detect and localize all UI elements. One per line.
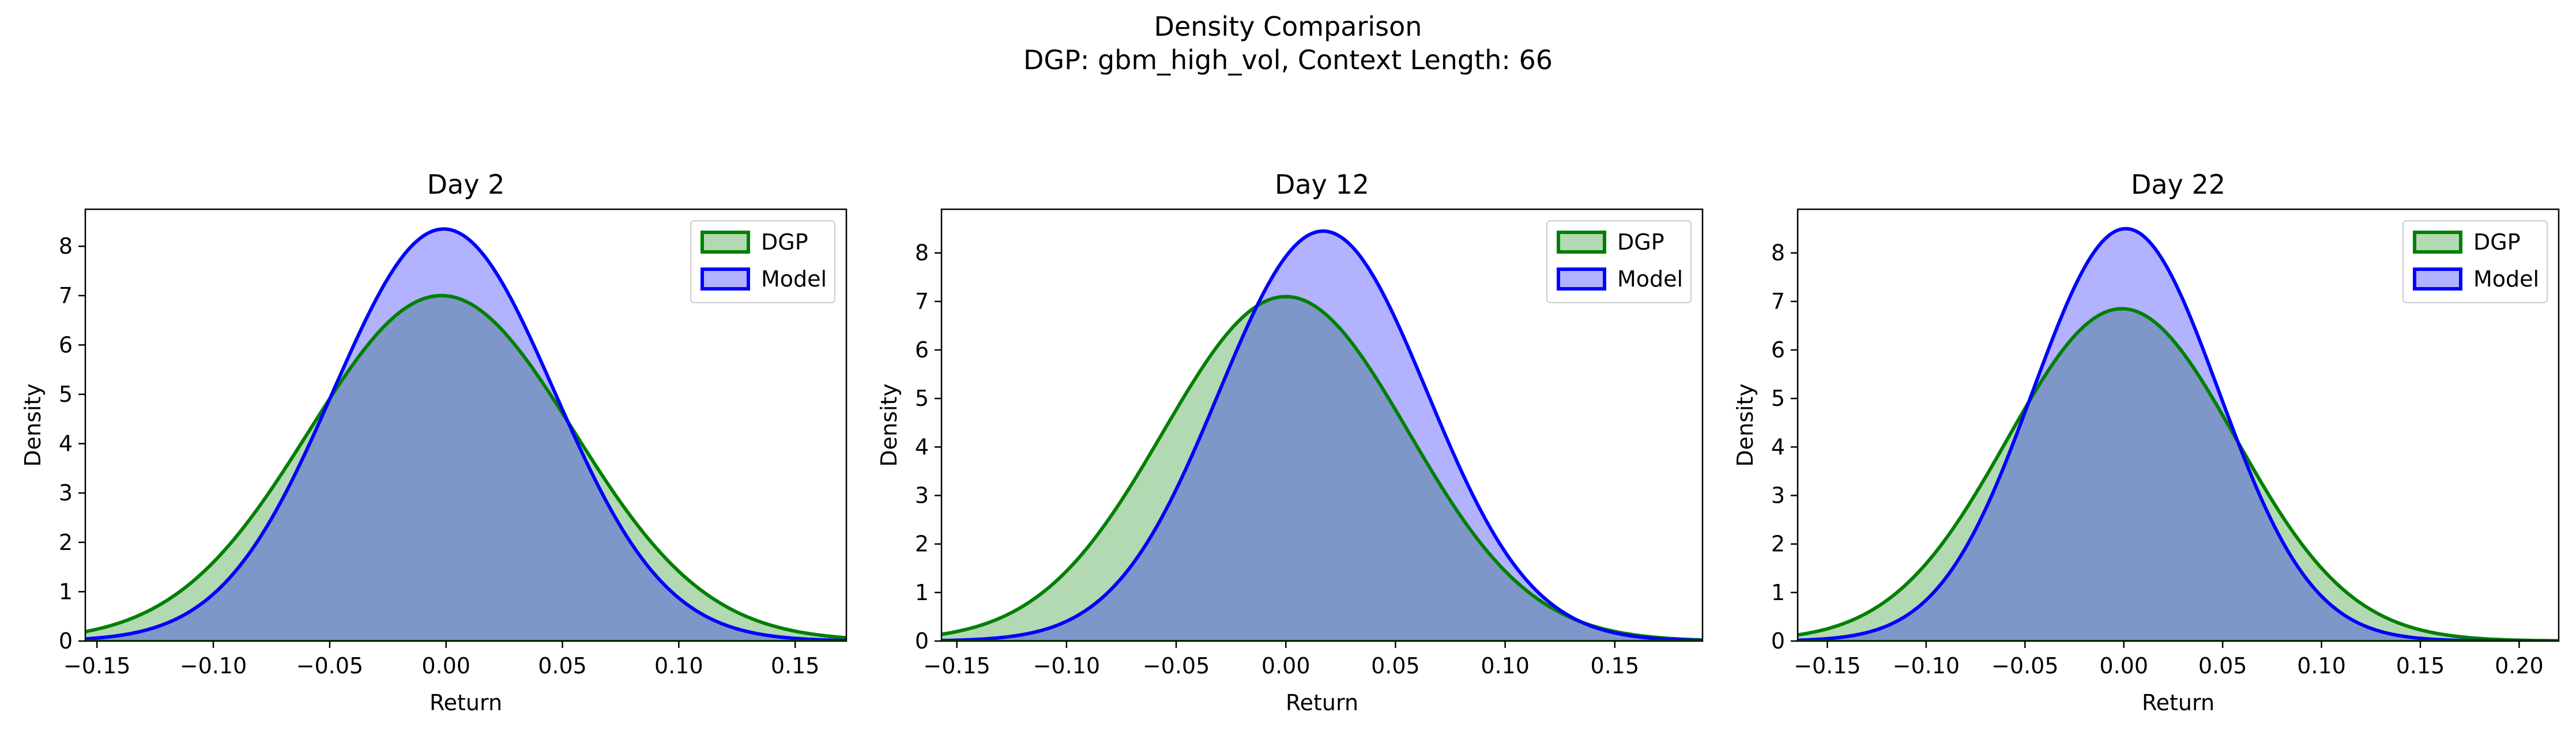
- panels: −0.15 −0.10 −0.05 0.00 0.05 0.10 0.15 0 1 2 3 4 5 6 7 8…: [20, 169, 2560, 715]
- y-tick-label: 2: [915, 532, 929, 557]
- y-tick-label: 6: [59, 332, 73, 357]
- x-tick-label: −0.05: [1143, 653, 1210, 679]
- x-tick-label: 0.15: [2396, 653, 2445, 679]
- legend: DGP Model: [1546, 220, 1692, 303]
- y-tick-label: 3: [59, 480, 73, 506]
- legend-swatch-model: [2413, 267, 2462, 291]
- dgp-line: [1798, 307, 2559, 641]
- y-tick-label: 1: [1771, 580, 1785, 605]
- y-tick-label: 4: [1771, 434, 1785, 459]
- figure-subtitle: DGP: gbm_high_vol, Context Length: 66: [1023, 44, 1553, 76]
- legend-label-dgp: DGP: [761, 229, 808, 255]
- x-tick-label: −0.05: [296, 653, 363, 679]
- x-tick-label: 0.05: [2198, 653, 2247, 679]
- overlap-area: [1798, 308, 2559, 641]
- x-tick-label: 0.10: [1481, 653, 1530, 679]
- y-tick-label: 3: [1771, 483, 1785, 508]
- y-tick-label: 7: [59, 283, 73, 308]
- x-tick-label: −0.10: [1893, 653, 1960, 679]
- overlap-area: [941, 296, 1703, 641]
- y-tick-label: 4: [59, 431, 73, 457]
- panel-title: Day 22: [2131, 169, 2225, 200]
- legend-label-model: Model: [761, 266, 827, 292]
- legend-label-model: Model: [1617, 266, 1683, 292]
- y-tick-label: 0: [1771, 628, 1785, 654]
- x-tick-label: −0.15: [1794, 653, 1861, 679]
- overlap-area: [85, 295, 846, 641]
- y-axis-label: Density: [876, 383, 902, 466]
- legend-swatch-dgp: [1557, 231, 1606, 254]
- y-tick-label: 8: [915, 240, 929, 266]
- y-tick-label: 5: [1771, 386, 1785, 411]
- model-line: [85, 227, 846, 641]
- y-tick-label: 1: [915, 580, 929, 605]
- x-axis-label: Return: [430, 690, 502, 715]
- legend: DGP Model: [690, 220, 835, 303]
- y-tick-label: 5: [59, 382, 73, 407]
- x-tick-label: 0.00: [2099, 653, 2148, 679]
- chart-panel-1: −0.15 −0.10 −0.05 0.00 0.05 0.10 0.15 0 1 2 3 4 5 6 7 8…: [20, 169, 848, 715]
- y-tick-label: 4: [915, 434, 929, 459]
- legend-swatch-model: [701, 267, 750, 291]
- legend-swatch-dgp: [701, 231, 750, 254]
- y-tick-label: 7: [1771, 289, 1785, 314]
- x-tick-label: −0.10: [180, 653, 247, 679]
- panel-title: Day 12: [1275, 169, 1369, 200]
- x-tick-label: 0.20: [2495, 653, 2544, 679]
- y-tick-label: 8: [59, 233, 73, 259]
- x-tick-label: −0.05: [1991, 653, 2058, 679]
- x-tick-label: 0.15: [771, 653, 820, 679]
- model-line: [1798, 227, 2559, 641]
- x-axis-label: Return: [2142, 690, 2215, 715]
- chart-panel-3: −0.15 −0.10 −0.05 0.00 0.05 0.10 0.15 0.20 0 1 2 3 4…: [1733, 169, 2560, 715]
- legend: DGP Model: [2402, 220, 2548, 303]
- y-tick-label: 3: [915, 483, 929, 508]
- x-axis-label: Return: [1286, 690, 1358, 715]
- y-axis-label: Density: [20, 383, 46, 466]
- figure-title: Density Comparison: [1154, 11, 1422, 42]
- plot-area: [1798, 227, 2559, 641]
- legend-label-model: Model: [2473, 266, 2539, 292]
- y-tick-label: 7: [915, 289, 929, 314]
- y-tick-label: 5: [915, 386, 929, 411]
- x-tick-label: 0.10: [2297, 653, 2346, 679]
- x-tick-label: 0.05: [1371, 653, 1420, 679]
- panel-title: Day 2: [427, 169, 505, 200]
- axes-frame: [84, 208, 848, 642]
- x-tick-label: −0.15: [923, 653, 990, 679]
- y-tick-label: 6: [915, 337, 929, 363]
- y-tick-label: 8: [1771, 240, 1785, 266]
- y-tick-label: 2: [1771, 532, 1785, 557]
- model-line: [941, 229, 1703, 641]
- legend-swatch-model: [1557, 267, 1606, 291]
- y-tick-label: 2: [59, 530, 73, 555]
- y-axis-label: Density: [1733, 383, 1758, 466]
- x-tick-label: 0.15: [1591, 653, 1640, 679]
- dgp-line: [85, 293, 846, 640]
- y-tick-label: 1: [59, 579, 73, 604]
- x-tick-label: −0.10: [1033, 653, 1100, 679]
- legend-swatch-dgp: [2413, 231, 2462, 254]
- y-tick-label: 6: [1771, 337, 1785, 363]
- plot-area: [85, 227, 846, 641]
- plot-area: [941, 229, 1703, 641]
- legend-label-dgp: DGP: [2473, 229, 2521, 255]
- x-tick-label: 0.00: [421, 653, 470, 679]
- x-tick-label: −0.15: [63, 653, 130, 679]
- axes-frame: [940, 208, 1704, 642]
- x-tick-label: 0.10: [654, 653, 703, 679]
- x-tick-label: 0.05: [538, 653, 587, 679]
- x-tick-label: 0.00: [1261, 653, 1310, 679]
- chart-panel-2: −0.15 −0.10 −0.05 0.00 0.05 0.10 0.15 0 1 2 3 4 5 6 7 8…: [876, 169, 1704, 715]
- axes-frame: [1797, 208, 2560, 642]
- y-tick-label: 0: [59, 628, 73, 654]
- y-tick-label: 0: [915, 628, 929, 654]
- legend-label-dgp: DGP: [1617, 229, 1664, 255]
